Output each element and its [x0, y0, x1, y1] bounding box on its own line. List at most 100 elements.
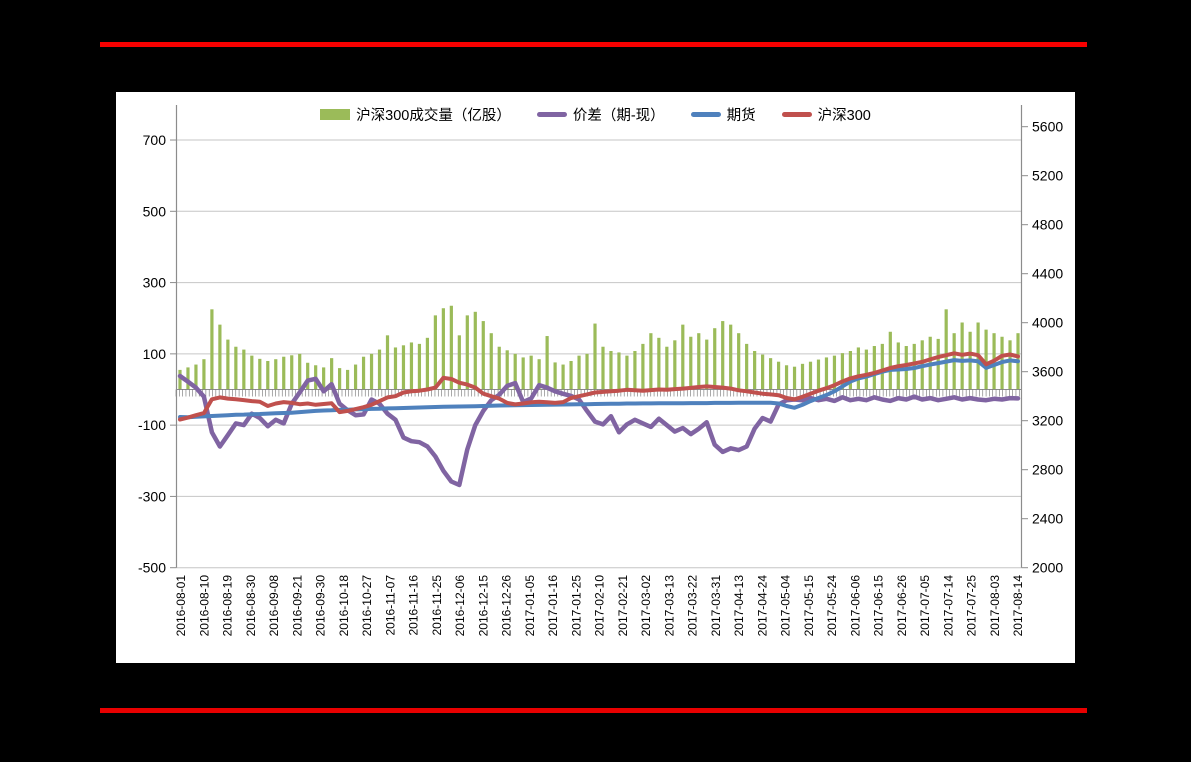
volume-bar: [266, 360, 270, 390]
legend-item-futures: 期货: [690, 104, 756, 125]
volume-bar: [178, 369, 182, 390]
futures-swatch-icon: [690, 112, 721, 117]
right-axis-label: 5200: [1032, 168, 1063, 184]
volume-bar: [481, 321, 485, 390]
right-axis-label: 4000: [1032, 315, 1063, 331]
volume-bar: [226, 339, 230, 390]
csi300-swatch-icon: [781, 112, 812, 117]
volume-bar: [569, 360, 573, 390]
date-label: 2017-03-22: [686, 575, 700, 637]
date-label: 2017-03-31: [709, 575, 723, 637]
volume-bar: [425, 337, 430, 390]
date-label: 2016-10-27: [360, 575, 374, 637]
legend-item-volume: 沪深300成交量（亿股）: [320, 104, 511, 125]
volume-bar: [545, 336, 549, 390]
volume-bar: [729, 324, 733, 390]
date-label: 2017-02-10: [593, 575, 607, 637]
volume-bar: [816, 359, 821, 390]
volume-bar: [880, 343, 884, 390]
date-label: 2017-07-05: [918, 575, 932, 637]
volume-bar: [250, 355, 254, 390]
date-label: 2016-08-19: [221, 575, 235, 637]
date-label: 2016-09-30: [314, 575, 328, 637]
right-axis-label: 3600: [1032, 364, 1063, 380]
top-red-rule: [100, 42, 1087, 47]
date-label: 2017-03-13: [662, 575, 676, 637]
date-label: 2016-10-18: [337, 575, 351, 637]
date-label: 2017-05-24: [825, 575, 839, 637]
volume-bar: [944, 309, 948, 390]
left-axis-label: -300: [138, 488, 166, 504]
volume-bar: [824, 357, 829, 390]
volume-bar: [984, 329, 988, 390]
volume-bar: [577, 355, 581, 390]
volume-bar: [745, 343, 749, 390]
volume-bar: [657, 337, 661, 390]
volume-bar: [465, 315, 469, 390]
date-label: 2016-11-07: [383, 575, 397, 636]
volume-bar: [489, 333, 493, 390]
volume-bar: [385, 335, 390, 390]
volume-bar: [537, 359, 541, 390]
date-label: 2017-07-25: [965, 575, 979, 637]
volume-bar: [753, 351, 757, 390]
volume-bar: [282, 356, 286, 390]
right-axis-label: 2000: [1032, 560, 1063, 576]
volume-bar: [665, 346, 669, 390]
volume-bar: [242, 349, 246, 390]
right-axis-label: 4800: [1032, 217, 1063, 233]
volume-bar: [673, 340, 677, 390]
left-axis-label: 700: [143, 132, 167, 148]
date-label: 2017-04-13: [732, 575, 746, 637]
volume-swatch-icon: [320, 109, 351, 120]
left-axis-label: 500: [143, 203, 167, 219]
volume-bar: [856, 347, 860, 390]
volume-bar: [776, 361, 781, 390]
date-label: 2017-05-15: [802, 575, 816, 637]
volume-bar: [864, 349, 868, 390]
volume-bar: [848, 351, 853, 390]
spread-swatch-icon: [536, 112, 567, 117]
volume-bar: [585, 353, 589, 390]
volume-bar: [417, 343, 422, 390]
date-label: 2017-08-03: [988, 575, 1002, 637]
legend-label-volume: 沪深300成交量（亿股）: [356, 108, 511, 124]
date-label: 2016-11-25: [430, 575, 444, 636]
spread-line: [177, 373, 1021, 488]
volume-bar: [497, 346, 501, 390]
volume-bar: [377, 349, 382, 390]
volume-bar: [298, 353, 302, 390]
right-axis-label: 2400: [1032, 511, 1063, 527]
left-axis-label: -100: [138, 417, 166, 433]
volume-bar: [529, 355, 533, 390]
volume-bar: [290, 355, 294, 390]
volume-bar: [330, 358, 334, 390]
volume-bar: [641, 343, 645, 390]
volume-bar: [617, 352, 621, 390]
date-label: 2017-01-05: [523, 575, 537, 637]
volume-bar: [194, 364, 198, 390]
volume-bar: [369, 353, 374, 390]
volume-bar: [872, 346, 876, 390]
volume-bar: [513, 353, 517, 390]
volume-bar: [274, 359, 278, 390]
date-label: 2017-02-21: [616, 575, 630, 637]
left-axis-label: -500: [138, 560, 166, 576]
volume-bar: [792, 366, 797, 390]
right-axis-label: 2800: [1032, 462, 1063, 478]
date-label: 2017-06-06: [848, 575, 862, 637]
volume-bar: [449, 305, 453, 390]
volume-bar: [553, 362, 557, 390]
volume-bar: [521, 357, 525, 390]
volume-bar: [625, 355, 629, 390]
volume-bar: [593, 323, 597, 390]
volume-bar: [1008, 340, 1012, 390]
volume-bar: [737, 333, 741, 390]
volume-bar: [441, 308, 445, 390]
volume-bar: [705, 339, 709, 390]
bottom-red-rule: [100, 708, 1087, 713]
date-label: 2017-04-24: [755, 575, 769, 637]
volume-bar: [457, 335, 461, 390]
volume-bar: [218, 324, 222, 390]
